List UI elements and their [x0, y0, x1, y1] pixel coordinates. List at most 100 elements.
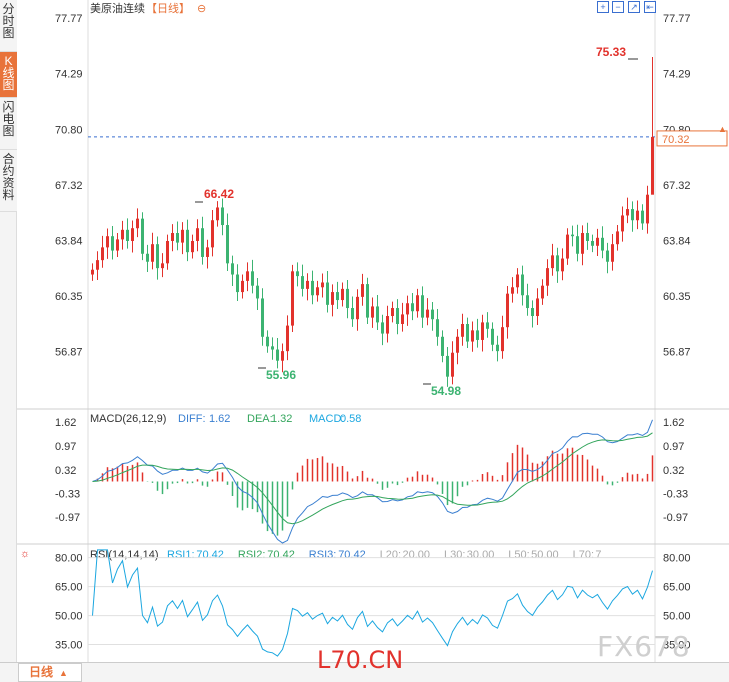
rsi-tick-right: 80.00 [663, 553, 691, 565]
candle-body [466, 323, 469, 342]
rsi-tick-left: 65.00 [55, 582, 83, 594]
candle-body [121, 229, 124, 240]
candle-body [281, 351, 284, 361]
candle-body [311, 280, 314, 296]
rsi-legend-name: RSI1: [167, 549, 195, 561]
candle-body [471, 330, 474, 342]
candle-body [206, 247, 209, 257]
candle-body [391, 308, 394, 317]
candle-body [421, 295, 424, 318]
rsi-legend-name: L50: [508, 549, 529, 561]
candle-body [321, 282, 324, 288]
candle-body [381, 322, 384, 334]
side-tab-char: 图 [2, 26, 15, 40]
candle-body [536, 298, 539, 317]
macd-label: MACD(26,12,9) [90, 413, 166, 425]
candle-body [376, 306, 379, 323]
candle-body [221, 207, 224, 226]
rsi-legend-name: L20: [380, 549, 401, 561]
candle-body [561, 258, 564, 272]
period-select-button[interactable]: 日线 ▲ [18, 663, 82, 682]
candle-body [161, 263, 164, 269]
price-tick-right: 67.32 [663, 180, 691, 192]
side-tab-char: 分 [2, 2, 15, 16]
side-tab-3[interactable]: 闪电图 [0, 98, 17, 150]
candle-body [356, 296, 359, 320]
rsi-tick-right: 35.00 [663, 640, 691, 652]
rsi-legend-name: L30: [444, 549, 465, 561]
candle-body [131, 228, 134, 241]
low-annotation: 54.98 [431, 384, 461, 398]
price-tick-left: 60.35 [55, 291, 83, 303]
settings-icon: ☼ [20, 548, 30, 560]
candle-body [566, 234, 569, 259]
macd-tick-right: -0.97 [663, 512, 688, 524]
candle-body [366, 284, 369, 318]
candle-body [531, 308, 534, 317]
low-annotation: 55.96 [266, 368, 296, 382]
candle-body [251, 271, 254, 286]
rsi-legend-value: 70.42 [267, 549, 295, 561]
candle-body [606, 250, 609, 262]
candle-body [496, 344, 499, 352]
period-tag: 【日线】 [146, 1, 190, 15]
candle-body [526, 295, 529, 309]
period-label: 日线 [29, 665, 54, 679]
macd-legend-value: 1.32 [271, 413, 292, 425]
macd-tick-right: 0.32 [663, 465, 684, 477]
candle-body [286, 325, 289, 352]
macd-tick-right: 0.97 [663, 441, 684, 453]
candle-body [181, 229, 184, 243]
candle-body [621, 215, 624, 232]
price-tick-left: 63.84 [55, 235, 83, 247]
candle-body [116, 239, 119, 251]
candle-body [541, 285, 544, 299]
candle-body [426, 309, 429, 318]
candle-body [651, 136, 654, 195]
candle-body [151, 244, 154, 262]
candle-body [291, 271, 294, 326]
macd-tick-right: 1.62 [663, 417, 684, 429]
price-tick-right: 60.35 [663, 291, 691, 303]
zoom-in-icon[interactable]: + [597, 1, 609, 13]
caret-up-icon: ▲ [59, 668, 68, 678]
candle-body [201, 228, 204, 257]
candle-body [506, 293, 509, 328]
candle-body [231, 263, 234, 275]
candle-body [136, 218, 139, 229]
candle-body [386, 316, 389, 334]
rsi-legend-name: RSI2: [238, 549, 266, 561]
candle-body [551, 255, 554, 269]
side-tab-1[interactable]: 分时图 [0, 0, 17, 52]
candle-body [546, 268, 549, 286]
candle-body [491, 328, 494, 345]
side-tab-char: 图 [2, 124, 15, 138]
candle-body [96, 260, 99, 270]
price-tick-right: 77.77 [663, 13, 691, 25]
price-tick-left: 70.80 [55, 124, 83, 136]
candle-body [166, 240, 169, 264]
rsi-label: RSI(14,14,14) [90, 549, 158, 561]
candle-body [511, 287, 514, 294]
rsi-legend-name: RSI3: [309, 549, 337, 561]
rsi-tick-right: 50.00 [663, 611, 691, 623]
arrow-left-icon[interactable]: ⇤ [644, 1, 656, 13]
candle-body [301, 276, 304, 289]
candle-body [481, 322, 484, 340]
current-price-box [656, 130, 728, 147]
macd-tick-left: 0.97 [55, 441, 76, 453]
zoom-out-icon[interactable]: − [612, 1, 624, 13]
price-tick-right: 56.87 [663, 347, 691, 359]
price-tick-right: 63.84 [663, 235, 691, 247]
candle-body [306, 280, 309, 289]
candle-body [336, 292, 339, 301]
chart-title: 美原油连续 [90, 1, 145, 15]
collapse-toggle-icon: ⊖ [197, 3, 206, 15]
candle-body [591, 240, 594, 246]
candle-body [416, 295, 419, 312]
side-tab-4[interactable]: 合约资料 [0, 150, 17, 212]
candle-body [266, 336, 269, 347]
chart-line-icon[interactable]: ↗ [628, 1, 640, 13]
